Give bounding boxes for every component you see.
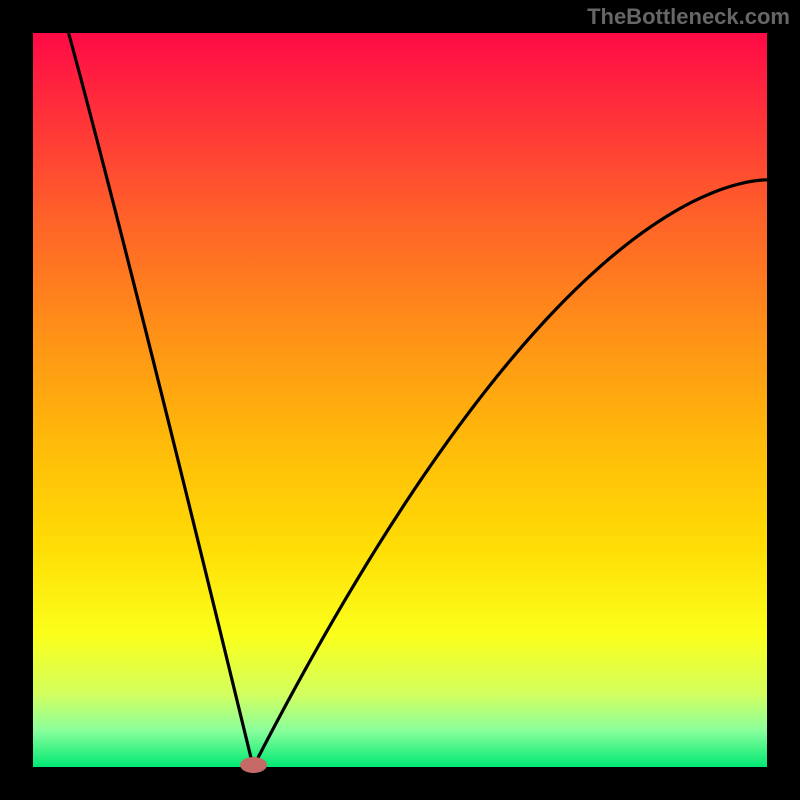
plot-area <box>33 33 767 767</box>
balance-point-marker <box>240 757 267 773</box>
chart-container: TheBottleneck.com <box>0 0 800 800</box>
watermark-label: TheBottleneck.com <box>587 4 790 30</box>
bottleneck-curve-chart <box>33 33 767 767</box>
